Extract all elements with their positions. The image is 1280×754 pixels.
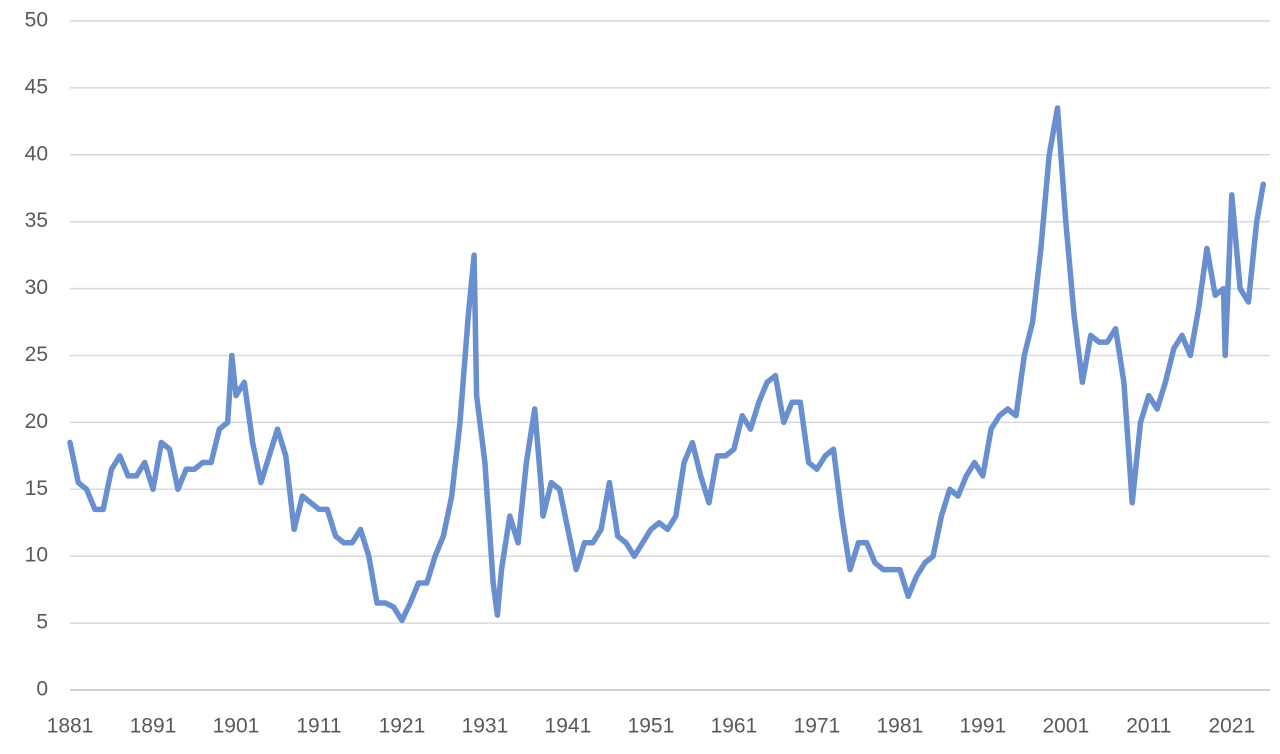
y-tick-label: 35	[25, 209, 48, 232]
x-tick-label: 2001	[1042, 715, 1089, 738]
x-tick-label: 1931	[462, 715, 509, 738]
x-tick-label: 1981	[877, 715, 924, 738]
y-tick-label: 40	[25, 142, 48, 165]
y-tick-label: 30	[25, 276, 48, 299]
y-tick-label: 15	[25, 477, 48, 500]
x-tick-label: 1881	[47, 715, 94, 738]
x-tick-label: 2011	[1126, 715, 1171, 738]
y-tick-label: 20	[25, 410, 48, 433]
x-tick-label: 1951	[628, 715, 675, 738]
x-tick-label: 1991	[959, 715, 1006, 738]
x-tick-label: 2021	[1208, 715, 1255, 738]
y-tick-label: 10	[25, 544, 48, 567]
x-tick-label: 1941	[545, 715, 592, 738]
data-line	[67, 105, 1267, 624]
y-tick-label: 45	[25, 75, 48, 98]
x-tick-label: 1891	[130, 715, 177, 738]
y-tick-label: 50	[25, 9, 48, 32]
x-tick-label: 1961	[711, 715, 758, 738]
x-tick-label: 1921	[379, 715, 426, 738]
y-tick-label: 0	[36, 678, 48, 701]
y-tick-label: 5	[36, 611, 48, 634]
x-tick-label: 1901	[213, 715, 260, 738]
x-tick-label: 1971	[794, 715, 841, 738]
y-tick-label: 25	[25, 343, 48, 366]
x-tick-label: 1911	[296, 715, 341, 738]
